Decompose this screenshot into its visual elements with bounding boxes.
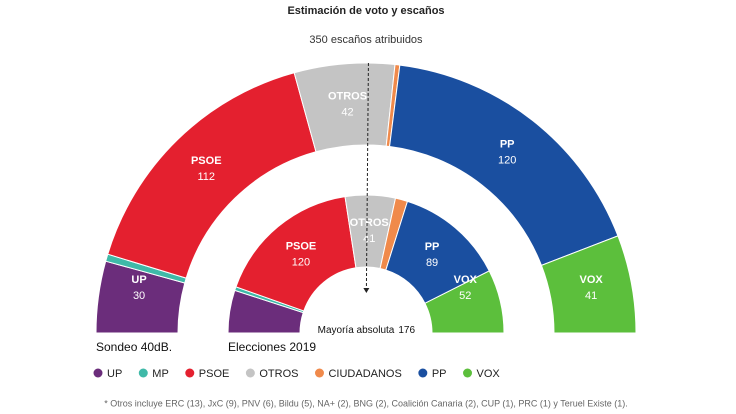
segment-label: OTROS <box>350 217 389 229</box>
legend-swatch <box>185 368 195 378</box>
majority-text: Mayoría absoluta <box>318 325 395 336</box>
legend-swatch <box>314 368 324 378</box>
footnote: * Otros incluye ERC (13), JxC (9), PNV (… <box>104 398 628 408</box>
segment-label: OTROS <box>328 91 367 103</box>
legend-swatch <box>418 368 428 378</box>
segment-value: 112 <box>197 171 215 183</box>
legend-swatch <box>93 368 103 378</box>
majority-label: Mayoría absoluta 176 <box>318 325 416 336</box>
legend-label: PP <box>432 368 447 380</box>
legend-swatch <box>245 368 255 378</box>
chart-subtitle: 350 escaños atribuidos <box>309 34 423 46</box>
legend-label: UP <box>107 368 122 380</box>
segment-label: VOX <box>454 274 478 286</box>
seat-segment <box>540 235 637 334</box>
legend-label: MP <box>152 368 169 380</box>
segment-value: 42 <box>341 107 353 119</box>
legend-swatch <box>463 368 473 378</box>
majority-arrow <box>363 288 370 294</box>
majority-value: 176 <box>398 325 415 336</box>
series-label: Sondeo 40dB. <box>96 340 172 354</box>
segment-label: UP <box>131 274 146 286</box>
series-label: Elecciones 2019 <box>228 340 316 354</box>
segment-value: 30 <box>133 290 145 302</box>
seat-segment <box>424 270 505 334</box>
segment-label: PSOE <box>286 240 317 252</box>
chart-title: Estimación de voto y escaños <box>287 5 444 17</box>
segment-value: 52 <box>459 290 471 302</box>
majority-line <box>365 63 369 294</box>
legend-label: VOX <box>477 368 501 380</box>
segment-label: PP <box>500 139 515 151</box>
segment-value: 120 <box>292 256 310 268</box>
legend-label: CIUDADANOS <box>328 368 401 380</box>
segment-label: VOX <box>580 274 604 286</box>
segment-label: PSOE <box>191 155 222 167</box>
segment-value: 89 <box>426 257 438 269</box>
legend-swatch <box>138 368 148 378</box>
segment-value: 41 <box>363 233 375 245</box>
seat-segment <box>235 196 357 312</box>
segment-label: PP <box>425 241 440 253</box>
segment-value: 120 <box>498 155 516 167</box>
segment-value: 41 <box>585 290 597 302</box>
legend-label: PSOE <box>199 368 230 380</box>
legend-label: OTROS <box>259 368 298 380</box>
